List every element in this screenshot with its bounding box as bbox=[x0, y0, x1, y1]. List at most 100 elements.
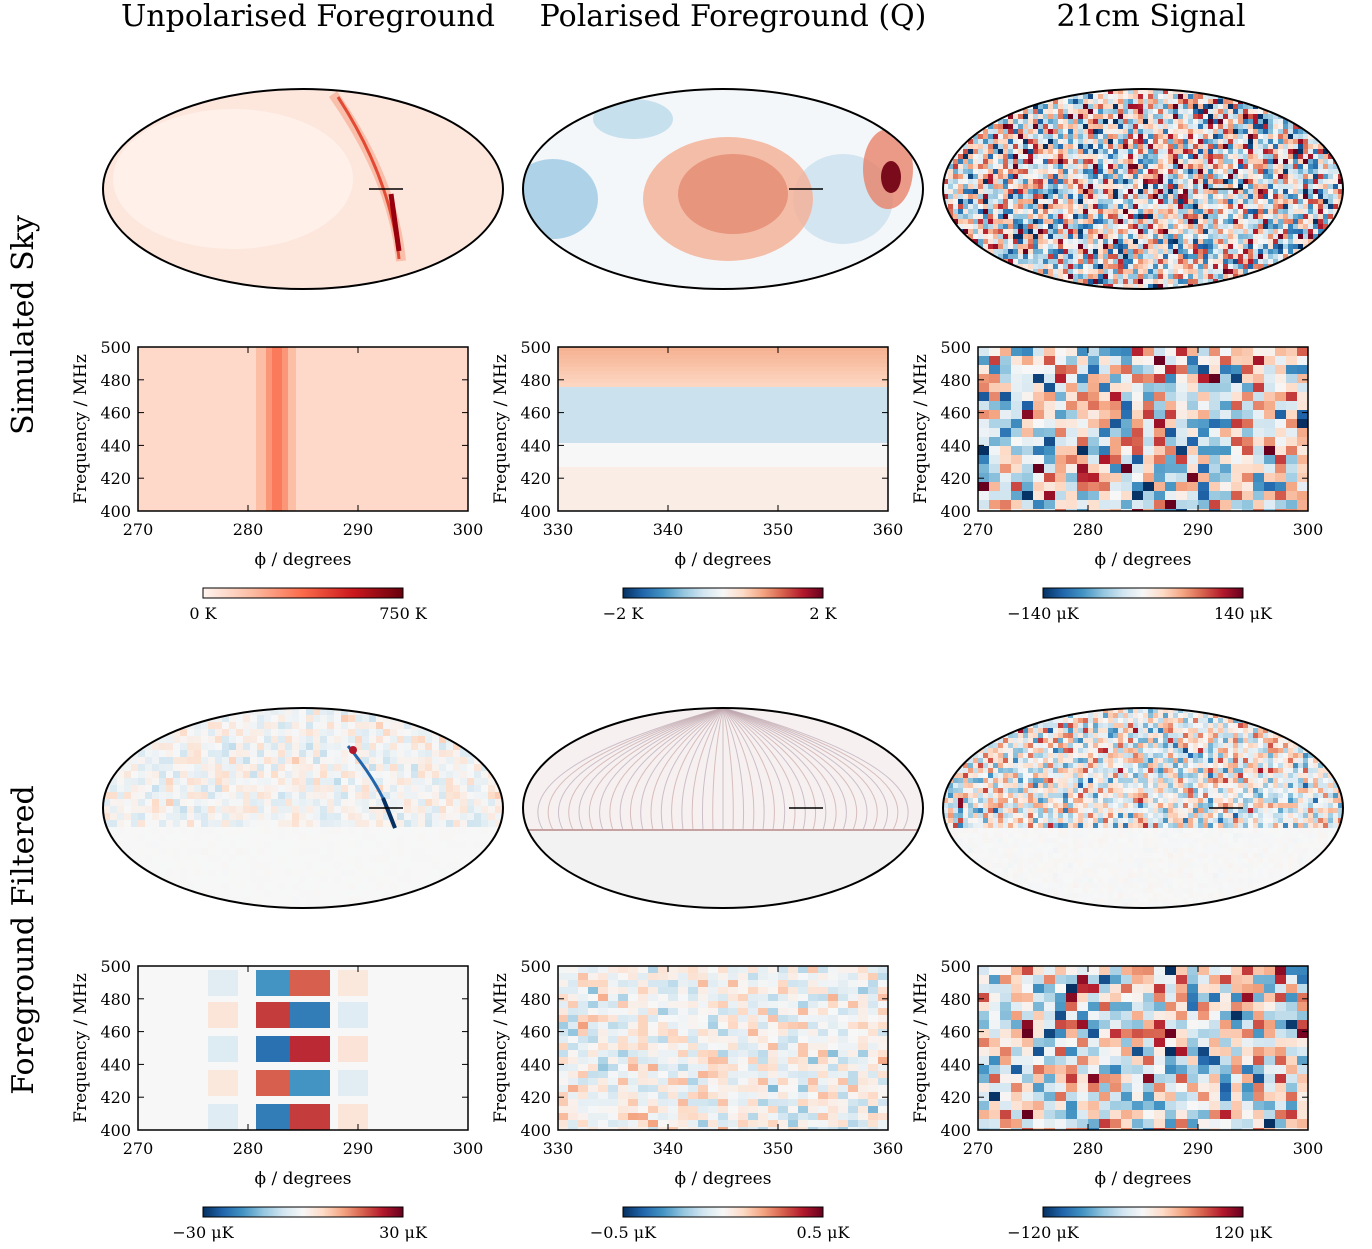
map-pixel bbox=[1178, 229, 1183, 234]
map-pixel bbox=[145, 806, 152, 813]
map-pixel bbox=[264, 806, 271, 813]
map-pixel bbox=[1173, 713, 1178, 718]
map-pixel bbox=[201, 834, 208, 841]
map-pixel bbox=[1063, 743, 1068, 748]
map-pixel bbox=[187, 827, 194, 834]
map-pixel bbox=[1253, 773, 1258, 778]
map-pixel bbox=[1253, 154, 1258, 159]
map-pixel bbox=[1173, 723, 1178, 728]
striation-line bbox=[671, 708, 724, 831]
map-pixel bbox=[993, 758, 998, 763]
map-pixel bbox=[1148, 713, 1153, 718]
map-pixel bbox=[1108, 144, 1113, 149]
map-pixel bbox=[285, 792, 292, 799]
map-pixel bbox=[1113, 114, 1118, 119]
map-pixel bbox=[948, 204, 953, 209]
map-pixel bbox=[993, 154, 998, 159]
map-diffuse-region bbox=[113, 109, 353, 249]
map-pixel bbox=[993, 249, 998, 254]
map-pixel bbox=[1178, 139, 1183, 144]
map-pixel bbox=[1008, 209, 1013, 214]
map-pixel bbox=[1213, 149, 1218, 154]
map-pixel bbox=[1213, 264, 1218, 269]
map-pixel bbox=[446, 827, 453, 834]
map-pixel bbox=[222, 820, 229, 827]
map-pixel bbox=[1123, 269, 1128, 274]
map-pixel bbox=[1128, 244, 1133, 249]
map-pixel bbox=[1308, 224, 1313, 229]
map-pixel bbox=[460, 792, 467, 799]
map-pixel bbox=[327, 841, 334, 848]
map-pixel bbox=[1213, 164, 1218, 169]
map-pixel bbox=[1143, 189, 1148, 194]
sky-map-border-3 bbox=[102, 707, 504, 909]
map-pixel bbox=[313, 904, 320, 908]
map-pixel bbox=[1028, 224, 1033, 229]
map-pixel bbox=[993, 179, 998, 184]
map-pixel bbox=[1118, 184, 1123, 189]
map-pixel bbox=[1003, 768, 1008, 773]
map-pixel bbox=[1053, 773, 1058, 778]
map-pixel bbox=[201, 883, 208, 890]
map-pixel bbox=[1128, 728, 1133, 733]
map-pixel bbox=[1243, 244, 1248, 249]
map-pixel bbox=[978, 194, 983, 199]
map-pixel bbox=[1133, 149, 1138, 154]
map-pixel bbox=[983, 758, 988, 763]
map-pixel bbox=[1253, 114, 1258, 119]
map-pixel bbox=[1053, 778, 1058, 783]
map-pixel bbox=[1173, 144, 1178, 149]
map-pixel bbox=[998, 129, 1003, 134]
map-pixel bbox=[1088, 249, 1093, 254]
map-pixel bbox=[390, 764, 397, 771]
map-pixel bbox=[1093, 184, 1098, 189]
map-pixel bbox=[983, 778, 988, 783]
map-pixel bbox=[1178, 269, 1183, 274]
map-pixel bbox=[1103, 109, 1108, 114]
map-pixel bbox=[1068, 199, 1073, 204]
map-pixel bbox=[988, 199, 993, 204]
map-pixel bbox=[1073, 139, 1078, 144]
map-pixel bbox=[1238, 219, 1243, 224]
map-pixel bbox=[1018, 164, 1023, 169]
map-pixel bbox=[1123, 259, 1128, 264]
map-pixel bbox=[348, 897, 355, 904]
map-pixel bbox=[131, 834, 138, 841]
map-pixel bbox=[495, 841, 502, 848]
map-pixel bbox=[257, 813, 264, 820]
map-pixel bbox=[250, 841, 257, 848]
map-pixel bbox=[1258, 189, 1263, 194]
map-pixel bbox=[1078, 718, 1083, 723]
map-pixel bbox=[299, 792, 306, 799]
map-pixel bbox=[390, 799, 397, 806]
map-pixel bbox=[1058, 164, 1063, 169]
map-pixel bbox=[1223, 139, 1228, 144]
map-pixel bbox=[1303, 204, 1308, 209]
map-pixel bbox=[166, 743, 173, 750]
map-pixel bbox=[1188, 194, 1193, 199]
map-pixel bbox=[1248, 748, 1253, 753]
map-pixel bbox=[1053, 229, 1058, 234]
map-pixel bbox=[1293, 224, 1298, 229]
map-pixel bbox=[1083, 159, 1088, 164]
map-pixel bbox=[1083, 768, 1088, 773]
map-pixel bbox=[1193, 209, 1198, 214]
map-pixel bbox=[1048, 189, 1053, 194]
map-pixel bbox=[1083, 229, 1088, 234]
map-pixel bbox=[348, 827, 355, 834]
map-pixel bbox=[1253, 274, 1258, 279]
map-pixel bbox=[1013, 124, 1018, 129]
map-pixel bbox=[1113, 269, 1118, 274]
map-pixel bbox=[1298, 778, 1303, 783]
map-pixel bbox=[376, 722, 383, 729]
map-pixel bbox=[376, 771, 383, 778]
map-pixel bbox=[988, 169, 993, 174]
map-pixel bbox=[1248, 783, 1253, 788]
map-pixel bbox=[390, 785, 397, 792]
map-pixel bbox=[1188, 94, 1193, 99]
map-pixel bbox=[963, 219, 968, 224]
map-pixel bbox=[355, 750, 362, 757]
map-pixel bbox=[1128, 204, 1133, 209]
map-pixel bbox=[993, 773, 998, 778]
